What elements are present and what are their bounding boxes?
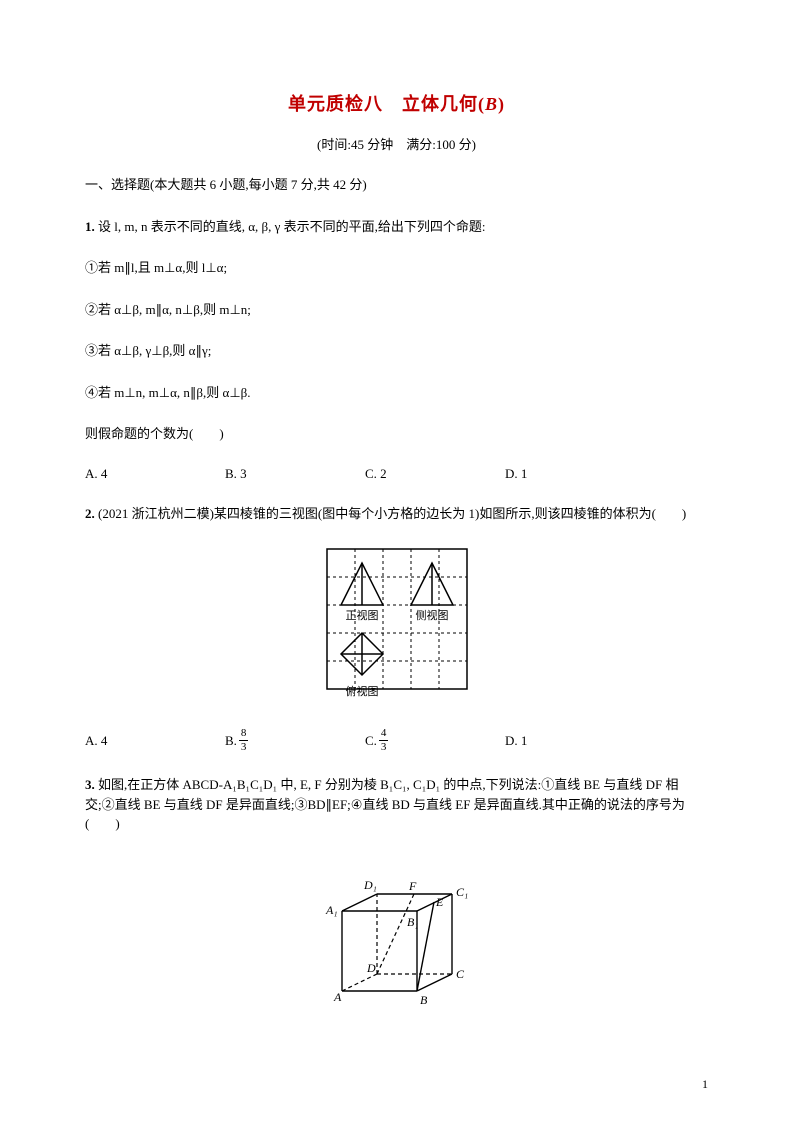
q2-c-fraction: 4 3 (379, 728, 389, 753)
label-B1: B₁ (407, 915, 419, 929)
title-prefix: 单元质检八 立体几何( (288, 94, 485, 114)
three-view-figure: 正视图 侧视图 俯视图 (85, 545, 708, 710)
q1-choice-a: A. 4 (85, 466, 225, 482)
q1-choice-d: D. 1 (505, 466, 645, 482)
q2-b-prefix: B. (225, 733, 237, 749)
q1-choice-b: B. 3 (225, 466, 365, 482)
q1-prop2: ②若 α⊥β, m∥α, n⊥β,则 m⊥n; (85, 300, 708, 320)
page-number: 1 (702, 1077, 708, 1092)
label-C: C (456, 967, 465, 981)
q2-body: (2021 浙江杭州二模)某四棱锥的三视图(图中每个小方格的边长为 1)如图所示… (98, 506, 686, 521)
side-view-label: 侧视图 (415, 608, 448, 622)
title-suffix: ) (498, 94, 505, 114)
q1-stem: 1. 设 l, m, n 表示不同的直线, α, β, γ 表示不同的平面,给出… (85, 217, 708, 237)
label-F: F (408, 879, 417, 893)
q2-choice-c: C. 4 3 (365, 728, 505, 753)
q1-choices: A. 4 B. 3 C. 2 D. 1 (85, 466, 708, 482)
q2-b-fraction: 8 3 (239, 728, 249, 753)
q2-c-prefix: C. (365, 733, 377, 749)
q1-prop3: ③若 α⊥β, γ⊥β,则 α∥γ; (85, 341, 708, 361)
subtitle: (时间:45 分钟 满分:100 分) (85, 134, 708, 153)
top-view-label: 俯视图 (345, 684, 378, 698)
page-title: 单元质检八 立体几何(B) (85, 90, 708, 116)
q2-c-num: 4 (379, 728, 389, 741)
label-E: E (435, 895, 444, 909)
label-A: A (333, 990, 342, 1004)
q3-stem: 3. 如图,在正方体 ABCD-A₁B₁C₁D₁ 中, E, F 分别为棱 B₁… (85, 775, 708, 834)
q2-stem: 2. (2021 浙江杭州二模)某四棱锥的三视图(图中每个小方格的边长为 1)如… (85, 504, 708, 524)
label-B: B (420, 993, 428, 1006)
q1-prop4: ④若 m⊥n, m⊥α, n∥β,则 α⊥β. (85, 383, 708, 403)
section-heading: 一、选择题(本大题共 6 小题,每小题 7 分,共 42 分) (85, 175, 708, 195)
q1-choice-c: C. 2 (365, 466, 505, 482)
q1-body: 设 l, m, n 表示不同的直线, α, β, γ 表示不同的平面,给出下列四… (98, 219, 486, 234)
q2-number: 2. (85, 506, 95, 521)
label-D: D (366, 961, 376, 975)
q3-number: 3. (85, 777, 95, 792)
q2-choice-b: B. 8 3 (225, 728, 365, 753)
q2-choice-d: D. 1 (505, 728, 645, 753)
q3-body: 如图,在正方体 ABCD-A₁B₁C₁D₁ 中, E, F 分别为棱 B₁C₁,… (85, 777, 685, 831)
q1-question: 则假命题的个数为( ) (85, 424, 708, 444)
q2-c-den: 3 (379, 741, 389, 753)
label-A1: A₁ (325, 903, 338, 917)
q2-b-num: 8 (239, 728, 249, 741)
label-D1: D₁ (363, 878, 377, 892)
q2-choices: A. 4 B. 8 3 C. 4 3 D. 1 (85, 728, 708, 753)
q1-prop1: ①若 m∥l,且 m⊥α,则 l⊥α; (85, 258, 708, 278)
front-view-label: 正视图 (345, 608, 378, 622)
q2-choice-a: A. 4 (85, 728, 225, 753)
cube-figure: A B C D A₁ B₁ C₁ D₁ E F (85, 856, 708, 1011)
q1-number: 1. (85, 219, 95, 234)
q2-b-den: 3 (239, 741, 249, 753)
title-var: B (485, 94, 498, 114)
label-C1: C₁ (456, 885, 468, 899)
